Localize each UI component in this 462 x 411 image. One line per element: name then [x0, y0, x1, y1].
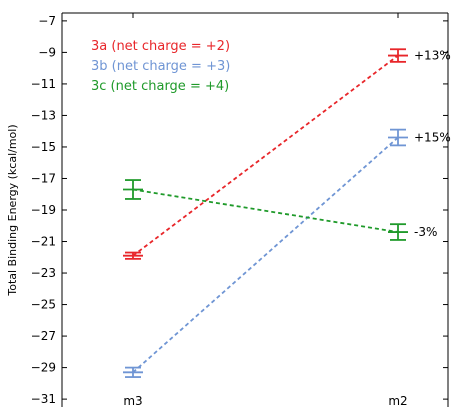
y-tick-label: −13 [31, 108, 56, 122]
legend-entry: 3b (net charge = +3) [91, 59, 230, 74]
y-tick-label: −7 [38, 14, 56, 28]
y-axis-ticks: −7 −9 −11 −13 −15 −17 −19 −21 −23 −25 −27 −29 −31 [31, 14, 448, 406]
error-bar [123, 366, 143, 378]
series-line [132, 136, 399, 374]
error-bar [123, 179, 143, 200]
series-0: +13% [123, 48, 451, 260]
series-group: +13% +15% -3% [123, 48, 451, 378]
legend-entry: 3c (net charge = +4) [91, 79, 229, 94]
y-tick-label: −17 [31, 171, 56, 185]
x-axis-ticks: m3 m2 [123, 13, 408, 408]
series-2: -3% [123, 179, 437, 241]
y-tick-label: −23 [31, 266, 56, 280]
error-bar [388, 128, 408, 147]
y-tick-label: −31 [31, 392, 56, 406]
y-tick-label: −11 [31, 77, 56, 91]
change-annotation: +15% [414, 131, 451, 145]
legend-entry: 3a (net charge = +2) [91, 39, 230, 54]
y-tick-label: −25 [31, 298, 56, 312]
x-tick-label: m3 [123, 394, 142, 408]
x-tick-label: m2 [388, 394, 407, 408]
error-bar [123, 251, 143, 260]
error-bar [388, 223, 408, 241]
change-annotation: +13% [414, 49, 451, 63]
series-1: +15% [123, 128, 451, 378]
y-axis-title: Total Binding Energy (kcal/mol) [6, 124, 19, 296]
change-annotation: -3% [414, 225, 437, 239]
y-tick-label: −9 [38, 45, 56, 59]
y-tick-label: −27 [31, 329, 56, 343]
y-tick-label: −15 [31, 140, 56, 154]
error-bar [388, 48, 408, 63]
y-tick-label: −21 [31, 235, 56, 249]
y-tick-label: −19 [31, 203, 56, 217]
legend: 3a (net charge = +2) 3b (net charge = +3)… [91, 39, 230, 94]
y-tick-label: −29 [31, 361, 56, 375]
series-line [132, 188, 399, 233]
series-line [132, 54, 399, 257]
